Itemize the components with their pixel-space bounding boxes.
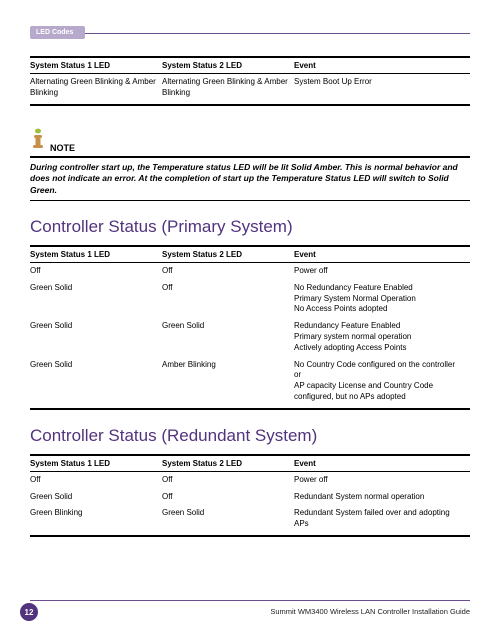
table-row: Green SolidOffRedundant System normal op… [30,489,470,506]
note-rule-top [30,156,470,158]
th-status2: System Status 2 LED [162,57,294,74]
section-tab: LED Codes [30,26,85,39]
table-cell: Off [30,471,162,488]
note-block: NOTE During controller start up, the Tem… [30,128,470,201]
table-cell: Alternating Green Blinking & Amber Blink… [162,74,294,105]
table-cell: No Redundancy Feature EnabledPrimary Sys… [294,280,470,318]
table-cell: Off [162,280,294,318]
table-top-body: Alternating Green Blinking & Amber Blink… [30,74,470,105]
table-cell: Power off [294,263,470,280]
note-text: During controller start up, the Temperat… [30,162,470,196]
table-cell: Off [30,263,162,280]
table-cell: Off [162,471,294,488]
table-cell: Green Solid [162,318,294,356]
table-cell: Power off [294,471,470,488]
primary-table-body: OffOffPower offGreen SolidOffNo Redundan… [30,263,470,409]
th-status1: System Status 1 LED [30,455,162,472]
table-row: Green SolidAmber BlinkingNo Country Code… [30,357,470,409]
page-footer: Summit WM3400 Wireless LAN Controller In… [0,600,500,616]
table-cell: System Boot Up Error [294,74,470,105]
heading-redundant: Controller Status (Redundant System) [30,426,470,446]
note-label: NOTE [50,143,75,153]
table-cell: Redundancy Feature EnabledPrimary system… [294,318,470,356]
table-row: Green SolidOffNo Redundancy Feature Enab… [30,280,470,318]
th-event: Event [294,246,470,263]
th-event: Event [294,57,470,74]
header-rule [30,33,470,34]
table-row: Alternating Green Blinking & Amber Blink… [30,74,470,105]
table-cell: Alternating Green Blinking & Amber Blink… [30,74,162,105]
table-cell: Redundant System failed over and adoptin… [294,505,470,536]
table-cell: Amber Blinking [162,357,294,409]
table-cell: Off [162,263,294,280]
footer-rule [30,600,470,601]
page-number: 12 [20,603,38,621]
table-cell: No Country Code configured on the contro… [294,357,470,409]
th-status1: System Status 1 LED [30,57,162,74]
th-status1: System Status 1 LED [30,246,162,263]
heading-primary: Controller Status (Primary System) [30,217,470,237]
table-cell: Green Solid [30,357,162,409]
footer-doc-title: Summit WM3400 Wireless LAN Controller In… [30,607,470,616]
note-rule-bottom [30,200,470,201]
table-cell: Off [162,489,294,506]
table-cell: Green Solid [30,280,162,318]
redundant-table-body: OffOffPower offGreen SolidOffRedundant S… [30,471,470,536]
header-bar: LED Codes [30,24,470,42]
table-cell: Green Solid [30,318,162,356]
table-row: OffOffPower off [30,263,470,280]
primary-table: System Status 1 LED System Status 2 LED … [30,245,470,410]
th-status2: System Status 2 LED [162,455,294,472]
table-row: OffOffPower off [30,471,470,488]
redundant-table: System Status 1 LED System Status 2 LED … [30,454,470,537]
table-cell: Green Blinking [30,505,162,536]
th-status2: System Status 2 LED [162,246,294,263]
table-cell: Redundant System normal operation [294,489,470,506]
info-icon [30,128,46,153]
table-cell: Green Solid [30,489,162,506]
led-codes-table-top: System Status 1 LED System Status 2 LED … [30,56,470,106]
table-row: Green SolidGreen SolidRedundancy Feature… [30,318,470,356]
table-cell: Green Solid [162,505,294,536]
table-row: Green BlinkingGreen SolidRedundant Syste… [30,505,470,536]
th-event: Event [294,455,470,472]
